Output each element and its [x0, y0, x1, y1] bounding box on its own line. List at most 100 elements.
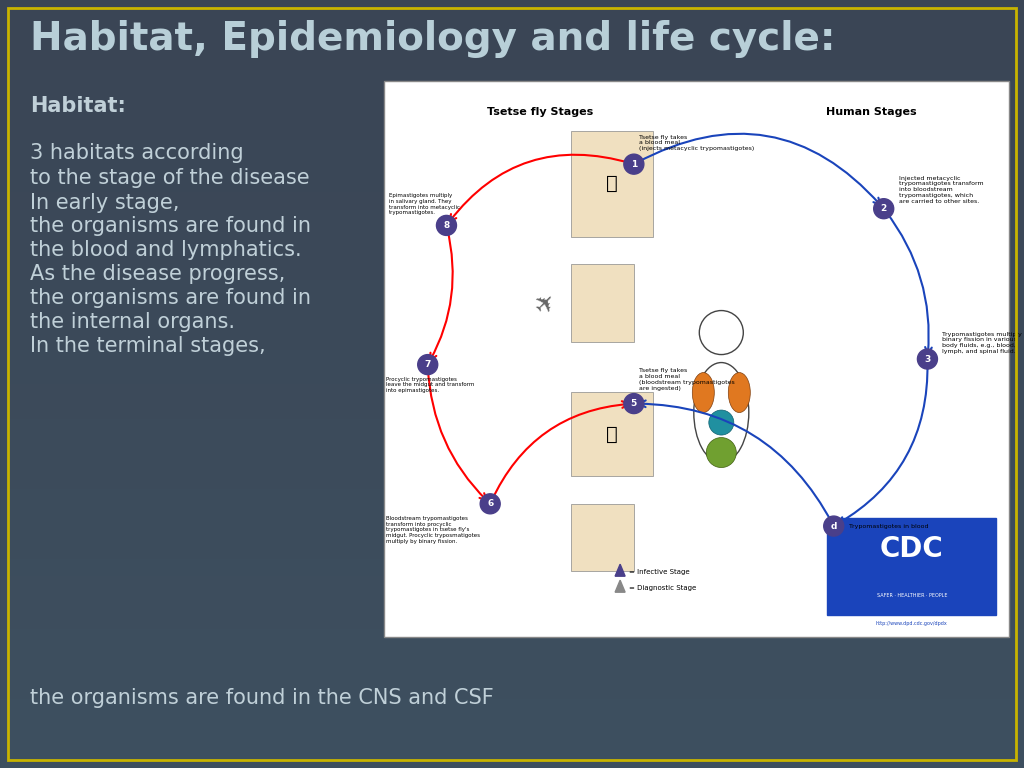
Bar	[0, 674, 1024, 675]
Text: Bloodstream trypomastigotes
transform into procyclic
trypomastigotes in tsetse f: Bloodstream trypomastigotes transform in…	[386, 516, 480, 544]
Bar	[0, 340, 1024, 341]
Bar	[0, 570, 1024, 571]
Bar	[0, 150, 1024, 151]
Bar	[0, 608, 1024, 609]
Bar	[0, 536, 1024, 537]
Bar	[0, 515, 1024, 516]
Bar	[0, 548, 1024, 549]
Bar	[0, 310, 1024, 311]
Bar	[0, 88, 1024, 89]
Bar	[0, 619, 1024, 620]
Bar	[0, 332, 1024, 333]
Bar	[0, 271, 1024, 272]
Bar	[0, 164, 1024, 165]
Bar	[0, 181, 1024, 182]
Bar	[0, 6, 1024, 7]
Bar	[0, 475, 1024, 476]
Bar	[0, 743, 1024, 744]
Text: Tsetse fly takes
a blood meal
(bloodstream trypomastigotes
are ingested): Tsetse fly takes a blood meal (bloodstre…	[639, 368, 734, 391]
Bar	[0, 141, 1024, 142]
Bar	[0, 615, 1024, 616]
Bar	[0, 304, 1024, 305]
Bar	[0, 294, 1024, 295]
Bar	[0, 75, 1024, 76]
Bar	[0, 557, 1024, 558]
Bar	[0, 712, 1024, 713]
Bar	[0, 518, 1024, 519]
Bar	[0, 436, 1024, 437]
Bar	[0, 566, 1024, 567]
Bar	[0, 98, 1024, 99]
Bar	[0, 555, 1024, 556]
Bar	[0, 683, 1024, 684]
Bar	[0, 24, 1024, 25]
Bar	[0, 574, 1024, 575]
Bar	[0, 0, 1024, 1]
Bar	[0, 312, 1024, 313]
Bar	[0, 559, 1024, 560]
Text: 8: 8	[443, 221, 450, 230]
Bar	[0, 137, 1024, 138]
Bar	[0, 201, 1024, 202]
Bar	[0, 199, 1024, 200]
Bar	[0, 431, 1024, 432]
Bar	[0, 344, 1024, 345]
Bar	[0, 116, 1024, 117]
Bar	[0, 159, 1024, 160]
Bar	[0, 357, 1024, 358]
Bar	[0, 612, 1024, 613]
Bar	[0, 27, 1024, 28]
Bar	[0, 509, 1024, 510]
Bar	[0, 183, 1024, 184]
FancyArrowPatch shape	[428, 367, 486, 500]
Bar	[0, 545, 1024, 546]
Bar	[0, 427, 1024, 428]
Bar	[0, 656, 1024, 657]
Bar	[0, 282, 1024, 283]
Bar	[0, 579, 1024, 580]
Bar	[0, 293, 1024, 294]
Bar	[0, 685, 1024, 686]
Circle shape	[418, 355, 437, 375]
Bar	[0, 28, 1024, 29]
Bar	[0, 535, 1024, 536]
Bar	[0, 650, 1024, 651]
Bar	[0, 410, 1024, 411]
Bar	[0, 649, 1024, 650]
Bar	[0, 219, 1024, 220]
Bar	[0, 634, 1024, 635]
Bar	[0, 220, 1024, 221]
Bar	[0, 239, 1024, 240]
Bar	[0, 463, 1024, 464]
Bar	[0, 230, 1024, 231]
Bar	[0, 89, 1024, 90]
Bar	[0, 682, 1024, 683]
Bar	[0, 688, 1024, 689]
Bar	[0, 660, 1024, 661]
Bar	[0, 734, 1024, 735]
Bar	[0, 369, 1024, 370]
Bar	[0, 215, 1024, 216]
Bar	[0, 470, 1024, 471]
Bar	[0, 590, 1024, 591]
Bar	[0, 702, 1024, 703]
Bar	[0, 718, 1024, 719]
Bar	[0, 65, 1024, 66]
Bar	[0, 365, 1024, 366]
Bar	[0, 669, 1024, 670]
Bar	[0, 58, 1024, 59]
Bar	[0, 531, 1024, 532]
Bar	[0, 717, 1024, 718]
Bar	[0, 326, 1024, 327]
Bar	[0, 421, 1024, 422]
Bar	[0, 254, 1024, 255]
Bar	[0, 278, 1024, 279]
Bar	[0, 592, 1024, 593]
Bar	[0, 143, 1024, 144]
Bar	[0, 361, 1024, 362]
Bar	[0, 626, 1024, 627]
Bar	[0, 308, 1024, 309]
Bar	[0, 265, 1024, 266]
Bar	[0, 697, 1024, 698]
Bar	[0, 667, 1024, 668]
